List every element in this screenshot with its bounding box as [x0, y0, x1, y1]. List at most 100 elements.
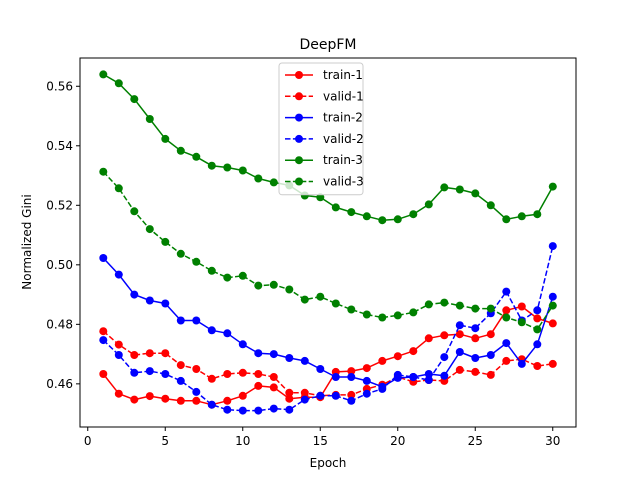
x-axis: 0 5 10 15 20 25 30 [84, 427, 560, 448]
data-point [238, 406, 247, 415]
legend-item-train-3: train-3 [285, 153, 363, 167]
data-point [192, 396, 201, 405]
data-point [533, 340, 542, 349]
data-point [223, 329, 232, 338]
data-point [130, 95, 139, 104]
data-point [548, 182, 557, 191]
legend-item-valid-3: valid-3 [285, 175, 364, 189]
data-point [378, 356, 387, 365]
data-point [269, 280, 278, 289]
y-tick-label: 0.48 [46, 317, 73, 331]
data-point [192, 387, 201, 396]
data-point [176, 249, 185, 258]
data-point [455, 330, 464, 339]
legend-marker [295, 113, 303, 122]
data-point [269, 373, 278, 381]
data-point [161, 394, 170, 403]
data-point [533, 362, 542, 370]
x-tick-label: 10 [235, 434, 250, 448]
data-point [207, 161, 216, 170]
data-point [393, 370, 402, 379]
data-point [316, 365, 325, 373]
data-point [238, 391, 247, 400]
legend-label: valid-1 [323, 89, 364, 103]
data-point [393, 352, 402, 361]
data-point [254, 281, 263, 290]
data-point [145, 349, 154, 358]
data-point [176, 376, 185, 385]
data-point [285, 394, 294, 403]
data-point [347, 396, 356, 405]
y-tick-label: 0.50 [46, 258, 73, 272]
data-point [114, 340, 123, 349]
data-point [114, 351, 123, 359]
data-point [331, 299, 340, 308]
data-point [378, 313, 387, 322]
data-point [440, 298, 449, 307]
y-tick-label: 0.56 [46, 79, 73, 93]
data-point [424, 200, 433, 209]
legend-marker [295, 92, 303, 101]
data-point [424, 334, 433, 343]
data-point [362, 376, 371, 385]
data-point [393, 311, 402, 320]
data-point [362, 389, 371, 398]
data-point [161, 299, 170, 308]
data-point [517, 318, 526, 327]
data-point [533, 325, 542, 334]
legend-item-valid-1: valid-1 [285, 89, 364, 103]
data-point [114, 270, 123, 279]
x-tick-label: 25 [468, 434, 483, 448]
y-axis-label: Normalized Gini [20, 194, 34, 289]
data-point [471, 189, 480, 198]
data-point [223, 273, 232, 282]
data-point [486, 201, 495, 210]
axes-frame [79, 57, 577, 428]
data-point [176, 396, 185, 405]
x-axis-label: Epoch [310, 456, 347, 470]
data-point [331, 203, 340, 212]
data-point [223, 163, 232, 172]
data-point [393, 215, 402, 224]
data-point [409, 308, 418, 317]
data-point [99, 370, 108, 378]
data-point [455, 321, 464, 330]
data-point [471, 354, 480, 362]
data-point [269, 404, 278, 413]
y-tick-label: 0.46 [46, 377, 73, 391]
data-point [316, 391, 325, 400]
data-point [254, 381, 263, 390]
x-tick-label: 0 [84, 434, 92, 448]
data-point [502, 306, 511, 315]
data-point [486, 351, 495, 359]
data-point [254, 349, 263, 358]
data-point [207, 400, 216, 409]
data-point [347, 367, 356, 376]
data-point [300, 388, 309, 397]
legend-label: train-1 [323, 68, 363, 82]
data-point [471, 334, 480, 343]
plot-area [99, 70, 557, 415]
data-point [192, 365, 201, 373]
data-point [99, 336, 108, 345]
data-point [362, 212, 371, 221]
x-tick-label: 15 [313, 434, 328, 448]
data-point [347, 208, 356, 217]
data-point [316, 292, 325, 301]
data-point [486, 304, 495, 313]
data-point [409, 347, 418, 356]
data-point [502, 339, 511, 348]
x-tick-label: 5 [161, 434, 169, 448]
data-point [130, 395, 139, 404]
data-point [440, 331, 449, 340]
data-point [548, 319, 557, 328]
data-point [331, 391, 340, 400]
legend-label: valid-3 [323, 175, 364, 189]
data-point [455, 348, 464, 356]
data-point [223, 396, 232, 405]
data-point [548, 242, 557, 251]
data-point [486, 330, 495, 339]
data-point [99, 327, 108, 336]
data-point [114, 184, 123, 193]
